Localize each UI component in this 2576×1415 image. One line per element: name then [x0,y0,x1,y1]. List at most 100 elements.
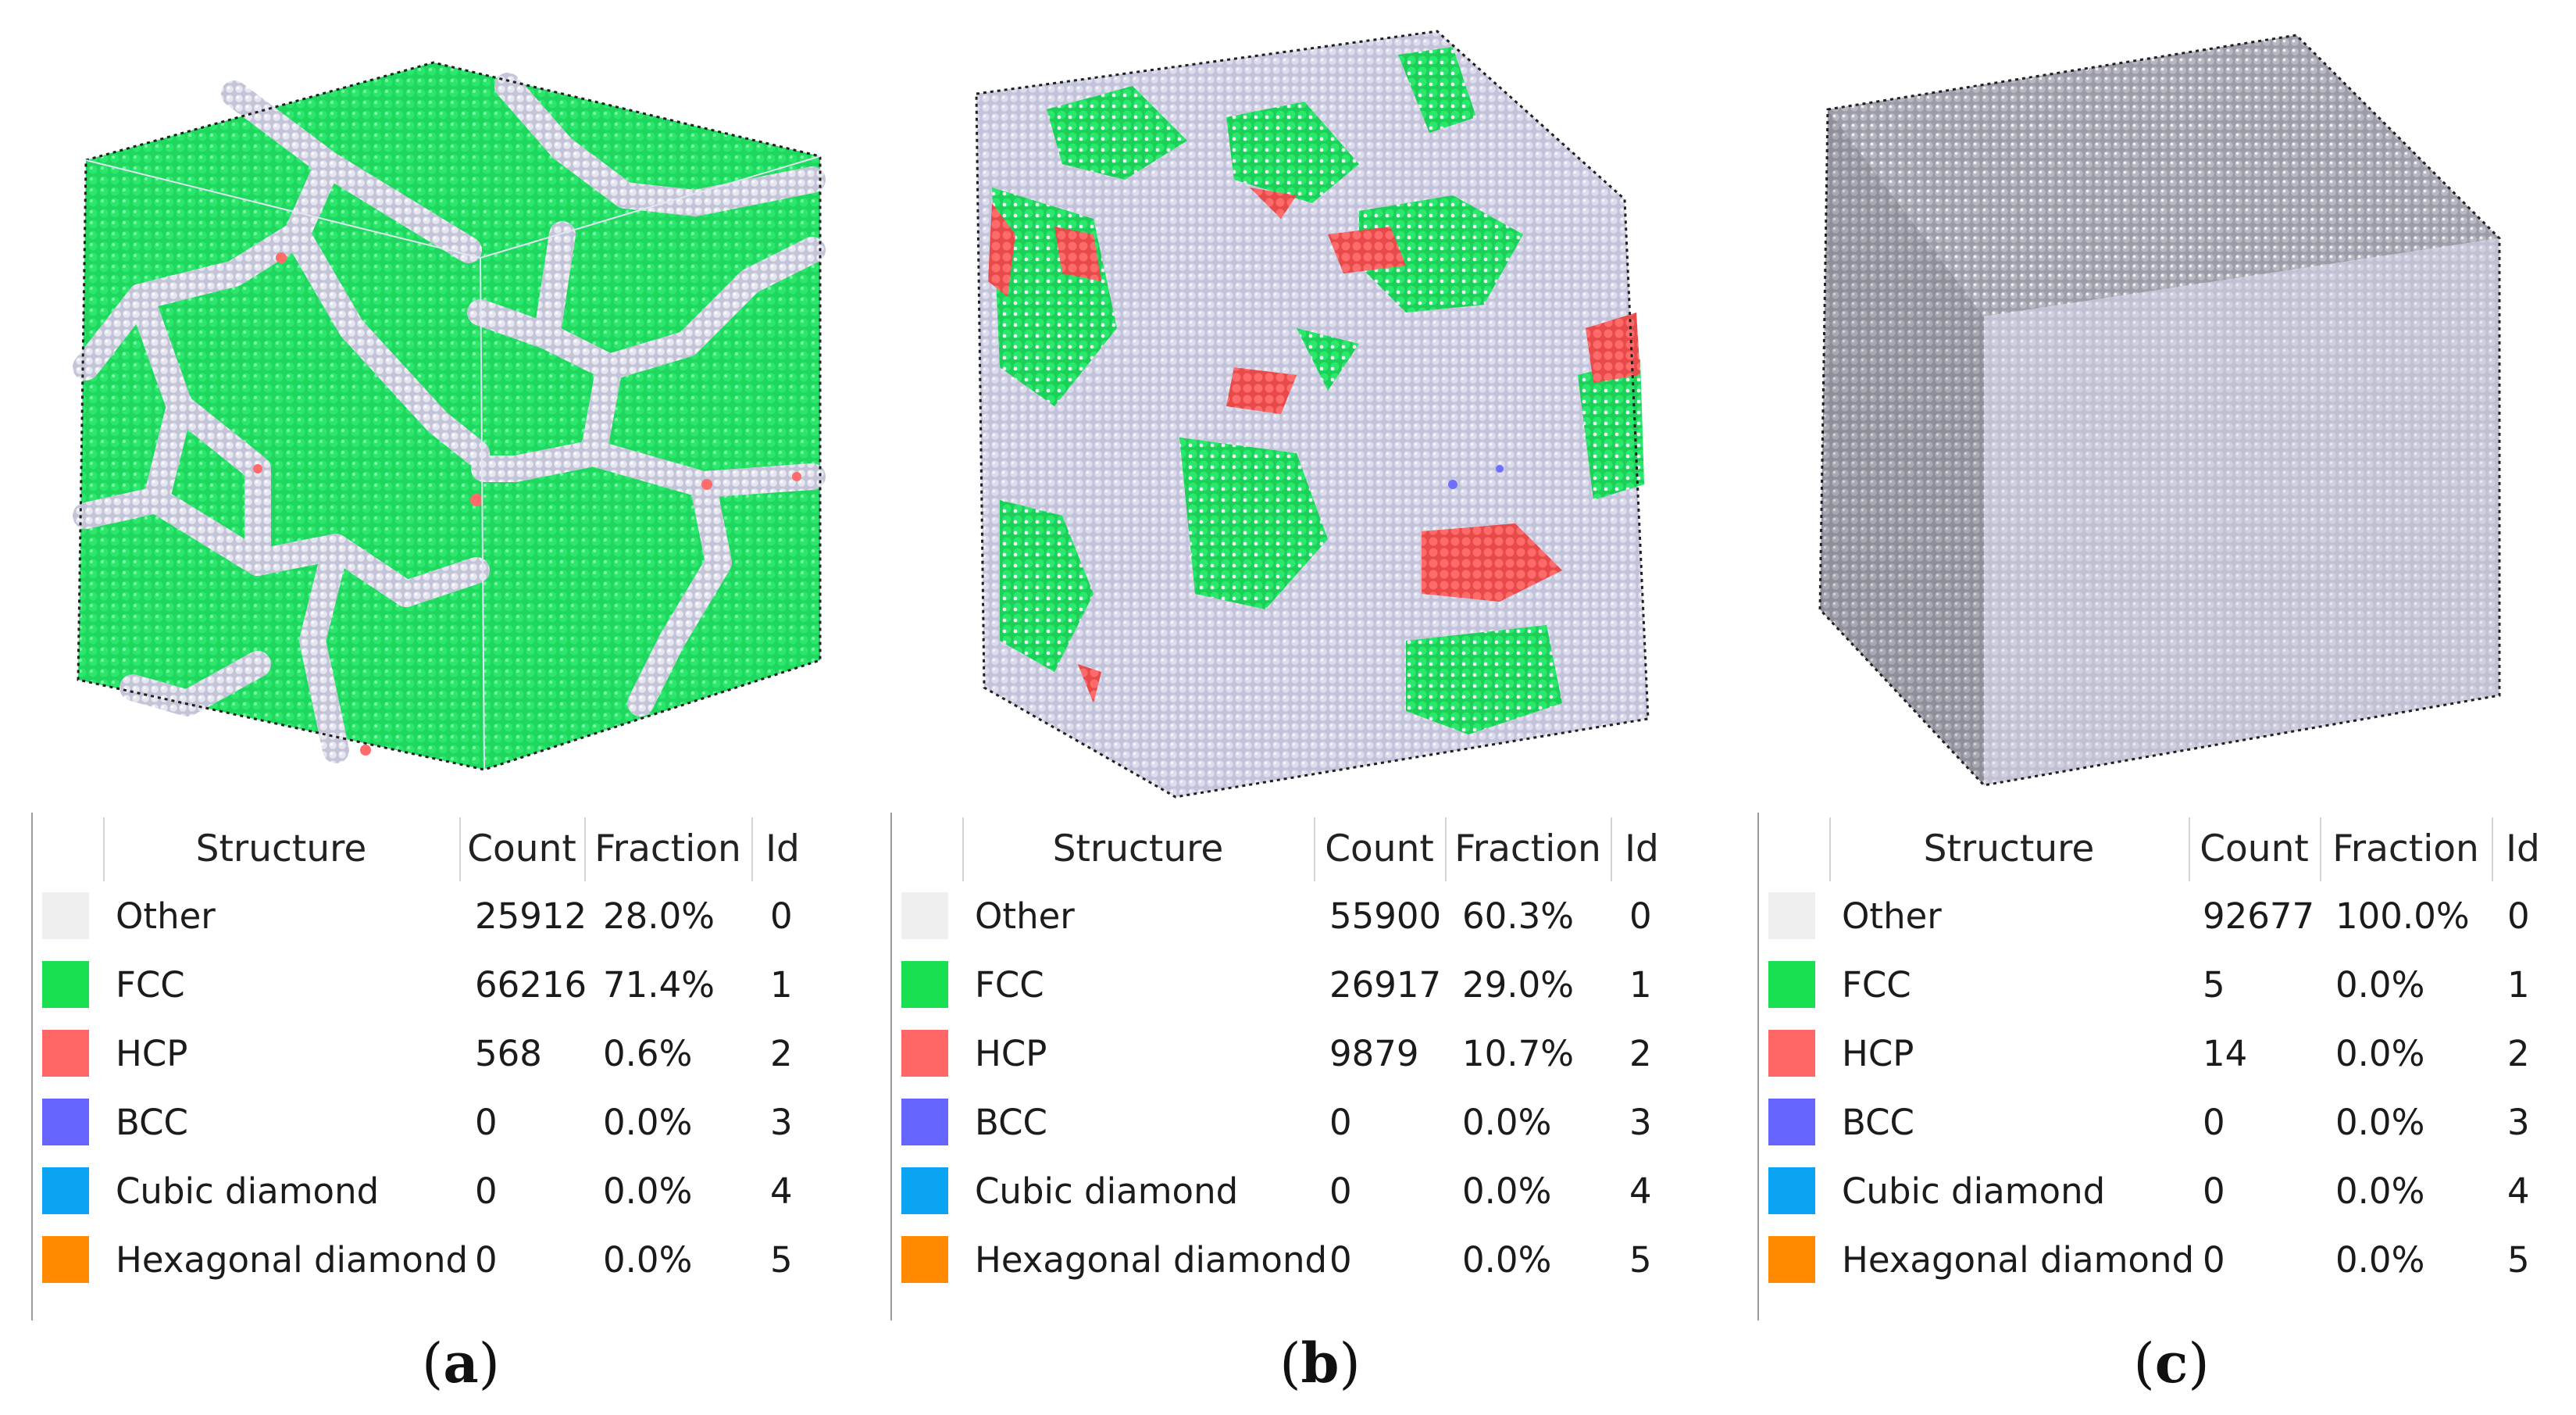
fraction-value: 0.0% [603,1102,693,1143]
count-value: 0 [2203,1170,2225,1212]
table-row[interactable]: FCC 66216 71.4% 1 [33,952,845,1019]
table-row[interactable]: Cubic diamond 0 0.0% 4 [33,1158,845,1225]
color-swatch-bcc [1768,1099,1815,1145]
id-value: 3 [2507,1102,2530,1143]
table-row[interactable]: HCP 9879 10.7% 2 [892,1020,1704,1088]
header-id[interactable]: Id [1625,827,1659,870]
count-value: 0 [475,1239,498,1281]
header-fraction[interactable]: Fraction [1445,817,1612,881]
structure-name: Hexagonal diamond [975,1239,1328,1281]
table-row[interactable]: Hexagonal diamond 0 0.0% 5 [1759,1227,2571,1294]
structure-name: BCC [975,1102,1047,1143]
id-value: 4 [1629,1170,1652,1212]
table-header: Structure Count Fraction Id [1759,813,2571,881]
structure-name: FCC [975,964,1044,1006]
header-count[interactable]: Count [1314,817,1447,881]
count-value: 26917 [1329,964,1442,1006]
count-value: 0 [2203,1102,2225,1143]
count-value: 66216 [475,964,587,1006]
header-count[interactable]: Count [2189,817,2321,881]
fraction-value: 71.4% [603,964,715,1006]
cube-render-c [1818,34,2501,787]
structure-name: HCP [116,1033,188,1074]
table-row[interactable]: Hexagonal diamond 0 0.0% 5 [33,1227,845,1294]
table-row[interactable]: FCC 26917 29.0% 1 [892,952,1704,1019]
header-swatch-column [892,817,964,881]
panel-c: Structure Count Fraction Id Other 92677 … [1718,0,2570,1415]
table-row[interactable]: Cubic diamond 0 0.0% 4 [892,1158,1704,1225]
color-swatch-hcp [42,1030,89,1077]
header-id[interactable]: Id [2506,827,2540,870]
structure-name: Other [975,895,1075,937]
cube-render-b [975,30,1650,799]
table-row[interactable]: FCC 5 0.0% 1 [1759,952,2571,1019]
structure-name: Other [116,895,216,937]
fraction-value: 0.6% [603,1033,693,1074]
count-value: 55900 [1329,895,1442,937]
fraction-value: 60.3% [1462,895,1574,937]
color-swatch-other [42,892,89,939]
color-swatch-hexagonal-diamond [1768,1236,1815,1283]
structure-table-a: Structure Count Fraction Id Other 25912 … [31,813,845,1320]
fraction-value: 29.0% [1462,964,1574,1006]
structure-name: Cubic diamond [975,1170,1239,1212]
id-value: 5 [770,1239,793,1281]
panel-caption-a: (a) [422,1331,500,1395]
color-swatch-hexagonal-diamond [901,1236,948,1283]
fraction-value: 0.0% [2335,964,2425,1006]
panel-b: Structure Count Fraction Id Other 55900 … [859,0,1711,1415]
structure-name: Cubic diamond [116,1170,380,1212]
table-row[interactable]: Hexagonal diamond 0 0.0% 5 [892,1227,1704,1294]
count-value: 92677 [2203,895,2315,937]
color-swatch-other [1768,892,1815,939]
table-row[interactable]: Other 55900 60.3% 0 [892,883,1704,950]
header-id[interactable]: Id [765,827,800,870]
structure-name: BCC [116,1102,188,1143]
table-row[interactable]: HCP 568 0.6% 2 [33,1020,845,1088]
table-row[interactable]: BCC 0 0.0% 3 [892,1089,1704,1156]
structure-name: HCP [1842,1033,1914,1074]
id-value: 5 [2507,1239,2530,1281]
id-value: 0 [770,895,793,937]
id-value: 4 [770,1170,793,1212]
table-header: Structure Count Fraction Id [892,813,1704,881]
color-swatch-bcc [42,1099,89,1145]
header-structure[interactable]: Structure [103,817,461,881]
table-row[interactable]: Other 25912 28.0% 0 [33,883,845,950]
color-swatch-bcc [901,1099,948,1145]
table-header: Structure Count Fraction Id [33,813,845,881]
count-value: 0 [475,1170,498,1212]
table-row[interactable]: BCC 0 0.0% 3 [1759,1089,2571,1156]
color-swatch-fcc [901,961,948,1008]
header-structure[interactable]: Structure [1829,817,2190,881]
structure-name: Hexagonal diamond [116,1239,469,1281]
id-value: 0 [1629,895,1652,937]
id-value: 4 [2507,1170,2530,1212]
header-swatch-column [33,817,105,881]
table-row[interactable]: BCC 0 0.0% 3 [33,1089,845,1156]
color-swatch-hcp [1768,1030,1815,1077]
header-fraction[interactable]: Fraction [2320,817,2493,881]
id-value: 3 [770,1102,793,1143]
panel-caption-c: (c) [2133,1331,2210,1395]
count-value: 0 [475,1102,498,1143]
table-row[interactable]: HCP 14 0.0% 2 [1759,1020,2571,1088]
count-value: 25912 [475,895,587,937]
structure-table-b: Structure Count Fraction Id Other 55900 … [890,813,1704,1320]
id-value: 2 [2507,1033,2530,1074]
structure-table-c: Structure Count Fraction Id Other 92677 … [1757,813,2571,1320]
count-value: 9879 [1329,1033,1419,1074]
color-swatch-fcc [1768,961,1815,1008]
panel-caption-b: (b) [1279,1331,1361,1395]
cube-render-a [73,61,826,771]
count-value: 0 [1329,1239,1352,1281]
fraction-value: 100.0% [2335,895,2470,937]
table-row[interactable]: Other 92677 100.0% 0 [1759,883,2571,950]
table-row[interactable]: Cubic diamond 0 0.0% 4 [1759,1158,2571,1225]
id-value: 1 [1629,964,1652,1006]
header-structure[interactable]: Structure [962,817,1315,881]
fraction-value: 0.0% [2335,1170,2425,1212]
header-count[interactable]: Count [459,817,586,881]
id-value: 1 [2507,964,2530,1006]
header-fraction[interactable]: Fraction [584,817,753,881]
